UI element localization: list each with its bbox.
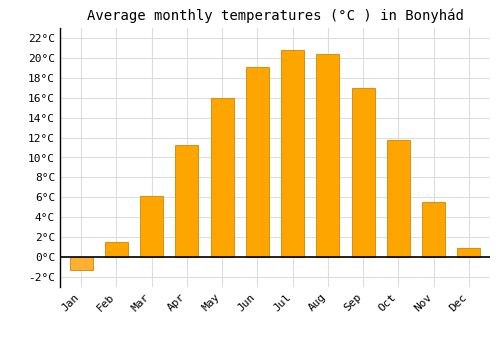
- Bar: [176, 145, 199, 257]
- Bar: [458, 248, 480, 257]
- Bar: [105, 242, 128, 257]
- Bar: [140, 196, 163, 257]
- Bar: [422, 202, 445, 257]
- Bar: [281, 50, 304, 257]
- Bar: [70, 257, 92, 270]
- Bar: [210, 98, 234, 257]
- Bar: [387, 140, 410, 257]
- Bar: [352, 88, 374, 257]
- Bar: [316, 54, 340, 257]
- Title: Average monthly temperatures (°C ) in Bonyhád: Average monthly temperatures (°C ) in Bo…: [86, 8, 464, 23]
- Bar: [246, 67, 269, 257]
